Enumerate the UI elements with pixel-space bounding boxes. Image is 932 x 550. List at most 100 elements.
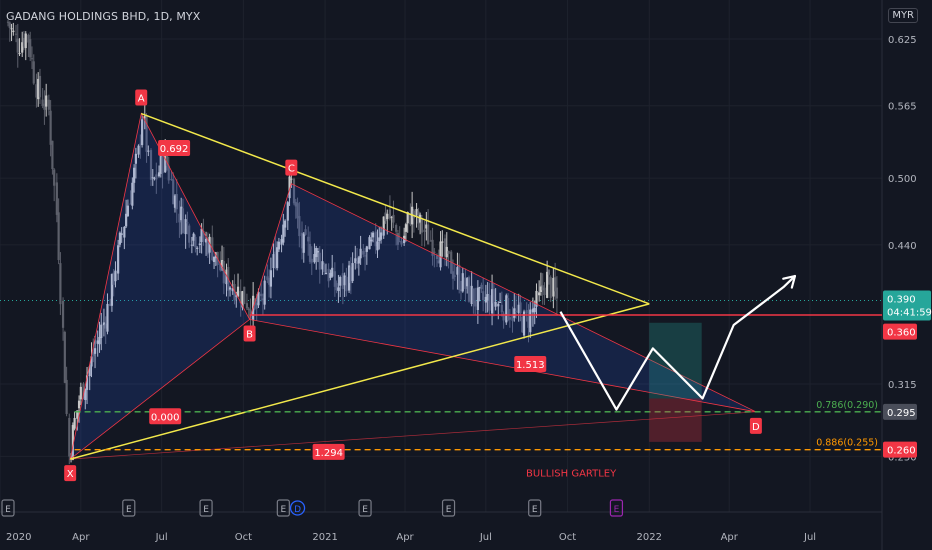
candle-body — [106, 303, 109, 332]
candle-body — [77, 400, 81, 409]
candle-body — [165, 150, 169, 166]
ratio-badge — [312, 443, 345, 460]
candle-body — [290, 178, 293, 180]
candle-body — [527, 316, 530, 328]
currency-label[interactable]: MYR — [888, 8, 918, 23]
candle-body — [200, 228, 203, 242]
candle-body — [368, 237, 371, 250]
candle-body — [126, 205, 130, 217]
candle-body — [45, 95, 48, 107]
candle-body — [131, 182, 134, 206]
candle-body — [345, 276, 348, 292]
candle-body — [521, 316, 524, 333]
candle-body — [302, 233, 305, 253]
earnings-marker-label: E — [446, 505, 452, 515]
candle-body — [143, 115, 146, 119]
pattern-point-a-label: A — [138, 94, 145, 105]
candle-body — [220, 260, 224, 268]
candle-body — [420, 219, 424, 233]
candle-body — [268, 278, 271, 285]
candle-body — [447, 251, 450, 254]
candle-body — [333, 271, 336, 287]
candle-body — [147, 150, 150, 152]
x-tick-label: Jul — [803, 532, 816, 543]
candle-body — [276, 247, 279, 269]
candle-body — [22, 37, 26, 47]
candle-body — [73, 417, 76, 429]
candle-body — [69, 456, 73, 458]
pattern-point-c-badge — [285, 159, 298, 176]
candle-body — [423, 229, 426, 232]
candle-body — [552, 277, 555, 297]
pattern-point-a-badge — [135, 89, 148, 106]
candle-body — [8, 22, 11, 29]
candle-body — [102, 322, 106, 326]
projection-arrowhead — [782, 274, 797, 280]
candle-body — [343, 275, 346, 286]
candle-body — [59, 263, 62, 305]
candle-body — [49, 110, 52, 145]
harmonic-bcd-triangle — [249, 183, 757, 413]
candle-body — [236, 286, 240, 297]
candle-body — [65, 379, 68, 414]
pattern-point-x-badge — [64, 465, 77, 482]
candle-body — [474, 300, 477, 307]
candle-body — [427, 224, 430, 245]
candle-body — [363, 255, 367, 257]
candle-body — [190, 244, 193, 246]
x-tick-label: Jul — [155, 532, 168, 543]
dividend-marker — [289, 500, 306, 516]
candle-body — [47, 99, 50, 110]
y-tick-label: 0.250 — [888, 452, 917, 463]
candle-body — [260, 293, 263, 297]
candle-body — [181, 208, 185, 233]
y-tick-label: 0.315 — [888, 380, 917, 391]
candle-body — [554, 277, 557, 292]
candle-body — [85, 375, 89, 390]
candle-body — [231, 288, 234, 292]
ratio-badge — [149, 408, 182, 425]
earnings-marker — [276, 499, 290, 517]
ratio-label: 0.692 — [160, 144, 189, 155]
candle-body — [500, 304, 503, 313]
candle-body — [497, 303, 500, 307]
candle-body — [384, 212, 387, 222]
candle-body — [513, 308, 516, 318]
candle-body — [435, 255, 439, 260]
candle-body — [277, 241, 281, 250]
candle-body — [84, 388, 87, 401]
candle-body — [535, 290, 538, 307]
candle-body — [354, 258, 357, 264]
candle-body — [431, 239, 434, 256]
candle-body — [308, 243, 312, 262]
candle-body — [409, 214, 412, 225]
candle-body — [100, 324, 103, 338]
candle-body — [180, 206, 183, 221]
candle-body — [228, 287, 232, 290]
candle-body — [93, 348, 97, 354]
candle-body — [155, 174, 158, 180]
candle-body — [459, 289, 463, 292]
candle-body — [120, 233, 123, 235]
candle-body — [137, 145, 140, 155]
candle-body — [508, 317, 511, 320]
candle-body — [337, 287, 340, 292]
candle-body — [486, 294, 489, 301]
candle-body — [365, 246, 368, 252]
candle-body — [425, 224, 428, 229]
triangle-upper-line — [140, 112, 650, 305]
candle-body — [212, 256, 216, 263]
pattern-point-c-label: C — [288, 164, 295, 175]
earnings-marker-label: E — [5, 505, 11, 515]
earnings-marker-label: E — [614, 505, 620, 515]
candle-body — [307, 236, 310, 242]
candle-body — [117, 245, 120, 274]
candle-body — [41, 99, 44, 107]
candle-body — [27, 34, 30, 43]
y-tick-label: 0.440 — [888, 241, 917, 252]
candle-body — [467, 277, 471, 302]
candle-body — [55, 182, 58, 215]
candle-body — [247, 308, 250, 311]
candle-body — [382, 216, 385, 236]
